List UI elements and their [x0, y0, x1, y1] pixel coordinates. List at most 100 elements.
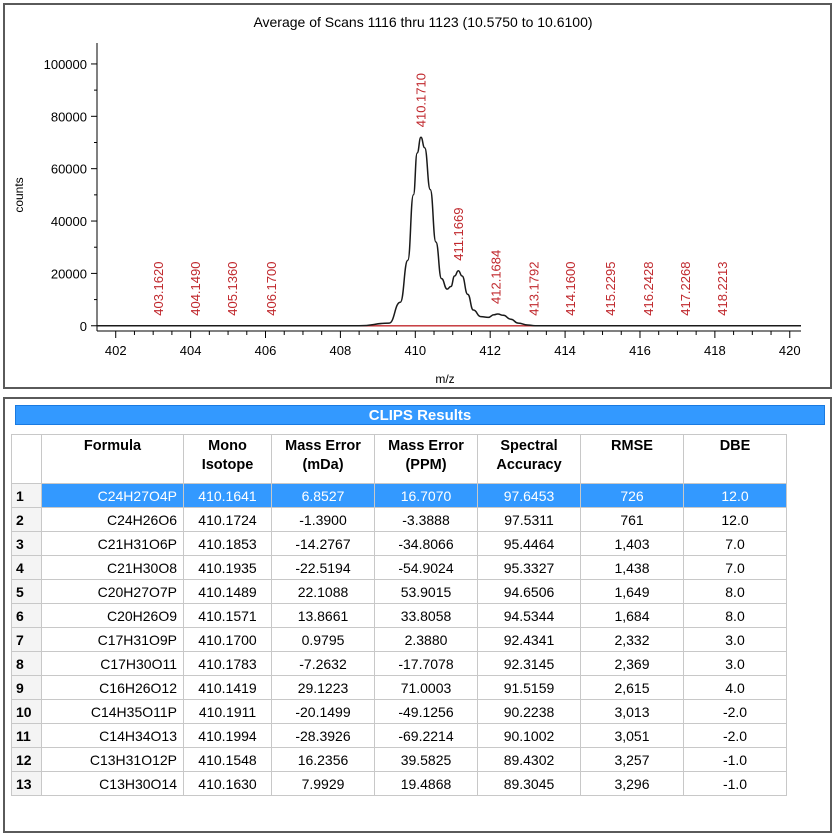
value-cell: 2,332	[580, 627, 684, 652]
formula-cell: C24H27O4P	[41, 483, 184, 508]
value-cell: 3,013	[580, 699, 684, 724]
value-cell: -3.3888	[374, 507, 478, 532]
value-cell: 12.0	[683, 507, 787, 532]
row-number: 6	[11, 603, 42, 628]
value-cell: 410.1419	[183, 675, 272, 700]
table-row[interactable]: 4 C21H30O8 410.1935 -22.5194 -54.9024 95.3327…	[11, 555, 787, 580]
chart-title: Average of Scans 1116 thru 1123 (10.5750…	[253, 14, 592, 30]
peak-label: 414.1600	[563, 262, 578, 316]
column-header[interactable]: RMSE	[580, 434, 684, 484]
x-tick-label: 408	[330, 343, 352, 358]
y-tick-label: 100000	[44, 57, 87, 72]
value-cell: 2.3880	[374, 627, 478, 652]
table-row[interactable]: 7 C17H31O9P 410.1700 0.9795 2.3880 92.4341 2,3…	[11, 627, 787, 652]
table-row[interactable]: 9 C16H26O12 410.1419 29.1223 71.0003 91.5159 2…	[11, 675, 787, 700]
value-cell: 3.0	[683, 651, 787, 676]
value-cell: 90.1002	[477, 723, 581, 748]
value-cell: -69.2214	[374, 723, 478, 748]
value-cell: 3,257	[580, 747, 684, 772]
row-number: 11	[11, 723, 42, 748]
value-cell: 1,649	[580, 579, 684, 604]
value-cell: 410.1548	[183, 747, 272, 772]
value-cell: 90.2238	[477, 699, 581, 724]
value-cell: 97.6453	[477, 483, 581, 508]
value-cell: -14.2767	[271, 531, 375, 556]
formula-cell: C24H26O6	[41, 507, 184, 532]
value-cell: -1.3900	[271, 507, 375, 532]
value-cell: -49.1256	[374, 699, 478, 724]
axes: 0 20000 40000 60000 80000 100000 402 404 406 408 4…	[44, 43, 801, 358]
table-row[interactable]: 10 C14H35O11P 410.1911 -20.1499 -49.1256 90.2…	[11, 699, 787, 724]
series	[97, 136, 801, 327]
peak-label: 415.2295	[603, 262, 618, 316]
peak-label: 410.1710	[414, 73, 429, 127]
value-cell: 410.1994	[183, 723, 272, 748]
y-tick-label: 60000	[51, 162, 87, 177]
value-cell: 33.8058	[374, 603, 478, 628]
x-tick-label: 420	[779, 343, 801, 358]
mass-spectrum-chart: Average of Scans 1116 thru 1123 (10.5750…	[12, 14, 801, 386]
value-cell: -34.8066	[374, 531, 478, 556]
row-number: 3	[11, 531, 42, 556]
column-header[interactable]: Mono Isotope	[183, 434, 272, 484]
value-cell: 22.1088	[271, 579, 375, 604]
value-cell: -28.3926	[271, 723, 375, 748]
value-cell: 16.7070	[374, 483, 478, 508]
x-axis-label: m/z	[435, 372, 454, 386]
value-cell: 7.9929	[271, 771, 375, 796]
value-cell: 410.1489	[183, 579, 272, 604]
value-cell: 4.0	[683, 675, 787, 700]
value-cell: 761	[580, 507, 684, 532]
table-row[interactable]: 11 C14H34O13 410.1994 -28.3926 -69.2214 90.10…	[11, 723, 787, 748]
value-cell: -1.0	[683, 771, 787, 796]
value-cell: -2.0	[683, 723, 787, 748]
table-row[interactable]: 8 C17H30O11 410.1783 -7.2632 -17.7078 92.3145…	[11, 651, 787, 676]
table-row[interactable]: 1 C24H27O4P 410.1641 6.8527 16.7070 97.6453 72…	[11, 483, 787, 508]
column-header[interactable]: DBE	[683, 434, 787, 484]
formula-cell: C13H31O12P	[41, 747, 184, 772]
value-cell: 94.6506	[477, 579, 581, 604]
value-cell: 410.1783	[183, 651, 272, 676]
row-number: 10	[11, 699, 42, 724]
value-cell: -17.7078	[374, 651, 478, 676]
column-header[interactable]: Spectral Accuracy	[477, 434, 581, 484]
table-row[interactable]: 6 C20H26O9 410.1571 13.8661 33.8058 94.5344 1,…	[11, 603, 787, 628]
header-row: Formula Mono Isotope Mass Error (mDa) Mass Er…	[11, 434, 787, 484]
value-cell: 3,296	[580, 771, 684, 796]
value-cell: 3,051	[580, 723, 684, 748]
value-cell: 1,438	[580, 555, 684, 580]
table-row[interactable]: 5 C20H27O7P 410.1489 22.1088 53.9015 94.6506 1…	[11, 579, 787, 604]
y-tick-label: 40000	[51, 214, 87, 229]
value-cell: -22.5194	[271, 555, 375, 580]
peak-label: 412.1684	[488, 250, 503, 304]
column-header[interactable]: Formula	[41, 434, 184, 484]
peak-label: 404.1490	[188, 262, 203, 316]
row-number: 12	[11, 747, 42, 772]
value-cell: -20.1499	[271, 699, 375, 724]
value-cell: 7.0	[683, 555, 787, 580]
table-row[interactable]: 2 C24H26O6 410.1724 -1.3900 -3.3888 97.5311 76…	[11, 507, 787, 532]
table-row[interactable]: 3 C21H31O6P 410.1853 -14.2767 -34.8066 95.446…	[11, 531, 787, 556]
x-tick-label: 406	[255, 343, 277, 358]
y-axis-label: counts	[12, 177, 26, 212]
formula-cell: C20H27O7P	[41, 579, 184, 604]
table-row[interactable]: 13 C13H30O14 410.1630 7.9929 19.4868 89.3045 3…	[11, 771, 787, 796]
value-cell: 8.0	[683, 603, 787, 628]
formula-cell: C17H30O11	[41, 651, 184, 676]
value-cell: 6.8527	[271, 483, 375, 508]
row-number: 8	[11, 651, 42, 676]
formula-cell: C13H30O14	[41, 771, 184, 796]
value-cell: 7.0	[683, 531, 787, 556]
peak-labels: 403.1620 404.1490 405.1360 406.1700 410.1710…	[151, 73, 730, 316]
formula-cell: C17H31O9P	[41, 627, 184, 652]
value-cell: 410.1853	[183, 531, 272, 556]
value-cell: 89.3045	[477, 771, 581, 796]
corner-cell	[11, 434, 42, 484]
x-tick-label: 404	[180, 343, 202, 358]
table-row[interactable]: 12 C13H31O12P 410.1548 16.2356 39.5825 89.430…	[11, 747, 787, 772]
column-header[interactable]: Mass Error (mDa)	[271, 434, 375, 484]
column-header[interactable]: Mass Error (PPM)	[374, 434, 478, 484]
peak-label: 403.1620	[151, 262, 166, 316]
formula-cell: C21H30O8	[41, 555, 184, 580]
value-cell: 16.2356	[271, 747, 375, 772]
